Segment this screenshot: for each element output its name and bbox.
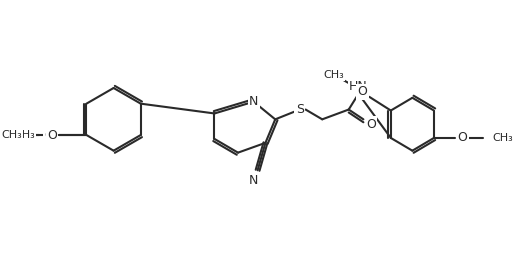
Text: O: O (47, 128, 57, 141)
Text: CH₃: CH₃ (14, 130, 35, 140)
Text: S: S (296, 103, 304, 116)
Text: O: O (458, 131, 467, 144)
Text: CH₃: CH₃ (323, 70, 345, 80)
Text: O: O (44, 128, 54, 141)
Text: CH₃: CH₃ (1, 130, 22, 140)
Text: HN: HN (349, 79, 368, 92)
Text: N: N (249, 95, 258, 108)
Text: N: N (249, 173, 258, 186)
Text: O: O (358, 85, 367, 98)
Text: CH₃: CH₃ (493, 133, 513, 143)
Text: O: O (366, 118, 376, 131)
